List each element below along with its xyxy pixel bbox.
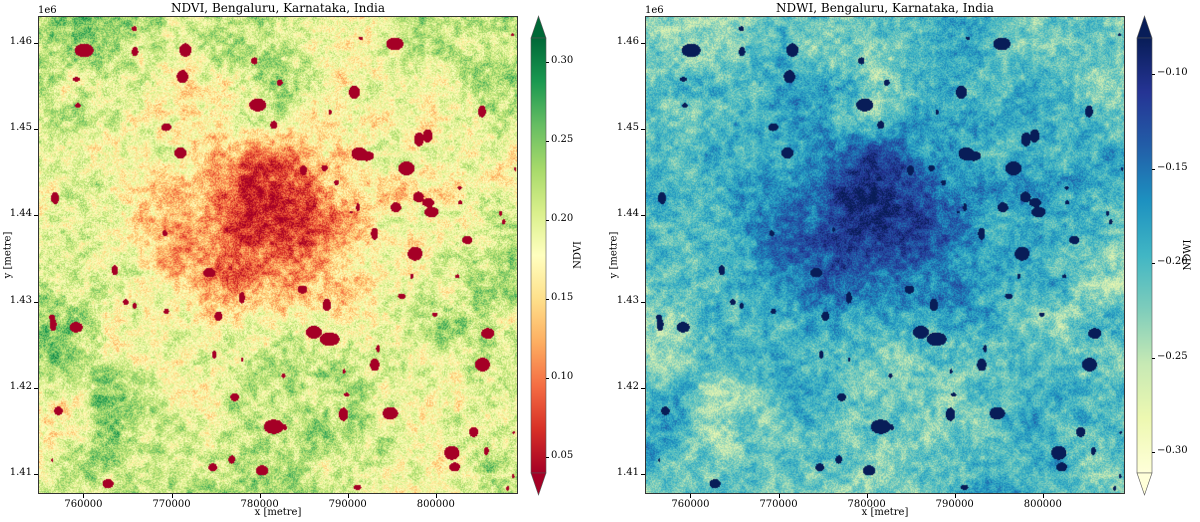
ndwi-x-tick-label: 790000 <box>935 499 974 510</box>
ndwi-x-tick-label: 780000 <box>847 499 886 510</box>
ndwi-colorbar-tick-label: −0.30 <box>1157 445 1188 457</box>
ndvi-colorbar-tick-label: 0.30 <box>551 54 574 66</box>
ndwi-y-tick-mark <box>641 387 645 389</box>
ndvi-y-tick-label: 1.41 <box>9 467 32 479</box>
ndwi-y-tick-mark <box>641 301 645 303</box>
ndwi-y-tick-label: 1.43 <box>616 294 639 306</box>
ndwi-x-axis-label: x [metre] <box>861 507 909 518</box>
ndwi-colorbar-tick-mark <box>1152 452 1155 454</box>
colorbar-max-extend-arrow <box>1136 15 1153 39</box>
ndvi-colorbar-tick-label: 0.25 <box>551 133 574 145</box>
ndvi-y-offset-label: 1e6 <box>38 5 57 16</box>
ndvi-x-tick-label: 780000 <box>240 499 279 510</box>
ndvi-x-tick-mark <box>259 494 261 498</box>
ndwi-y-tick-label: 1.46 <box>616 35 639 47</box>
ndwi-y-axis-label: y [metre] <box>608 231 620 279</box>
ndwi-raster <box>646 17 1124 493</box>
ndwi-x-tick-mark <box>866 494 868 498</box>
ndvi-y-tick-mark <box>34 474 38 476</box>
ndvi-x-tick-label: 760000 <box>64 499 103 510</box>
ndwi-y-tick-mark <box>641 474 645 476</box>
ndwi-heatmap <box>645 16 1125 494</box>
ndvi-colorbar-label: NDVI <box>572 241 584 269</box>
ndwi-y-tick-mark <box>641 42 645 44</box>
ndvi-x-tick-mark <box>347 494 349 498</box>
ndvi-x-tick-label: 790000 <box>328 499 367 510</box>
ndvi-colorbar-tick-mark <box>546 61 549 63</box>
ndvi-x-axis-label: x [metre] <box>254 507 302 518</box>
colorbar-min-extend-arrow <box>530 472 547 496</box>
ndwi-colorbar-tick-mark <box>1152 263 1155 265</box>
ndvi-y-tick-mark <box>34 129 38 131</box>
ndwi-x-tick-mark <box>954 494 956 498</box>
ndwi-x-tick-label: 800000 <box>1023 499 1062 510</box>
ndvi-y-tick-label: 1.43 <box>9 294 32 306</box>
ndvi-colorbar-tick-mark <box>546 299 549 300</box>
ndwi-colorbar-tick-label: −0.20 <box>1157 256 1188 268</box>
ndwi-colorbar <box>1136 15 1153 496</box>
ndwi-x-tick-mark <box>1042 494 1044 498</box>
ndvi-y-tick-mark <box>34 42 38 44</box>
ndwi-y-tick-label: 1.44 <box>616 208 639 220</box>
colorbar-gradient <box>530 37 547 474</box>
ndwi-x-tick-label: 760000 <box>671 499 710 510</box>
ndvi-y-axis-label: y [metre] <box>2 231 14 279</box>
ndvi-colorbar-tick-label: 0.15 <box>551 292 574 303</box>
ndvi-x-tick-label: 800000 <box>416 499 455 510</box>
ndvi-x-tick-label: 770000 <box>152 499 191 510</box>
colorbar-max-extend-arrow <box>530 15 547 39</box>
ndwi-colorbar-label: NDWI <box>1182 239 1194 271</box>
ndvi-colorbar-tick-label: 0.20 <box>551 212 574 224</box>
ndvi-colorbar-tick-mark <box>546 457 549 459</box>
colorbar-min-extend-arrow <box>1136 472 1153 496</box>
ndvi-y-tick-mark <box>34 387 38 389</box>
ndvi-x-tick-mark <box>171 494 173 498</box>
ndvi-x-tick-mark <box>83 494 85 498</box>
ndwi-colorbar-tick-mark <box>1152 168 1155 170</box>
ndwi-x-tick-mark <box>778 494 780 498</box>
ndvi-colorbar-tick-label: 0.10 <box>551 371 574 383</box>
ndvi-colorbar-tick-mark <box>546 140 549 142</box>
ndvi-heatmap <box>38 16 518 494</box>
ndwi-y-tick-label: 1.42 <box>616 380 639 392</box>
ndvi-raster <box>39 17 517 493</box>
ndvi-colorbar-tick-mark <box>546 378 549 380</box>
ndwi-y-tick-mark <box>641 129 645 131</box>
ndwi-colorbar-tick-label: −0.15 <box>1157 161 1188 173</box>
ndvi-y-tick-label: 1.46 <box>9 35 32 47</box>
ndwi-x-tick-label: 770000 <box>759 499 798 510</box>
colorbar-gradient <box>1136 37 1153 474</box>
ndwi-colorbar-tick-mark <box>1152 73 1155 75</box>
ndvi-y-tick-label: 1.44 <box>9 208 32 220</box>
ndvi-colorbar-tick-label: 0.05 <box>551 450 574 462</box>
ndwi-x-tick-mark <box>690 494 692 498</box>
ndwi-y-offset-label: 1e6 <box>645 5 664 16</box>
ndvi-title: NDVI, Bengaluru, Karnataka, India <box>170 1 386 15</box>
ndwi-y-tick-label: 1.41 <box>616 467 639 479</box>
ndwi-colorbar-tick-label: −0.10 <box>1157 66 1188 78</box>
ndwi-y-tick-mark <box>641 215 645 217</box>
ndvi-y-tick-label: 1.45 <box>9 122 32 134</box>
ndvi-y-tick-mark <box>34 301 38 303</box>
ndvi-x-tick-mark <box>435 494 437 498</box>
ndvi-colorbar <box>530 15 547 496</box>
ndvi-colorbar-tick-mark <box>546 219 549 221</box>
ndvi-y-tick-label: 1.42 <box>9 380 32 392</box>
ndwi-colorbar-tick-mark <box>1152 357 1155 359</box>
ndwi-title: NDWI, Bengaluru, Karnataka, India <box>776 1 994 15</box>
ndwi-colorbar-tick-label: −0.25 <box>1157 350 1188 362</box>
ndvi-y-tick-mark <box>34 215 38 217</box>
ndwi-y-tick-label: 1.45 <box>616 122 639 134</box>
